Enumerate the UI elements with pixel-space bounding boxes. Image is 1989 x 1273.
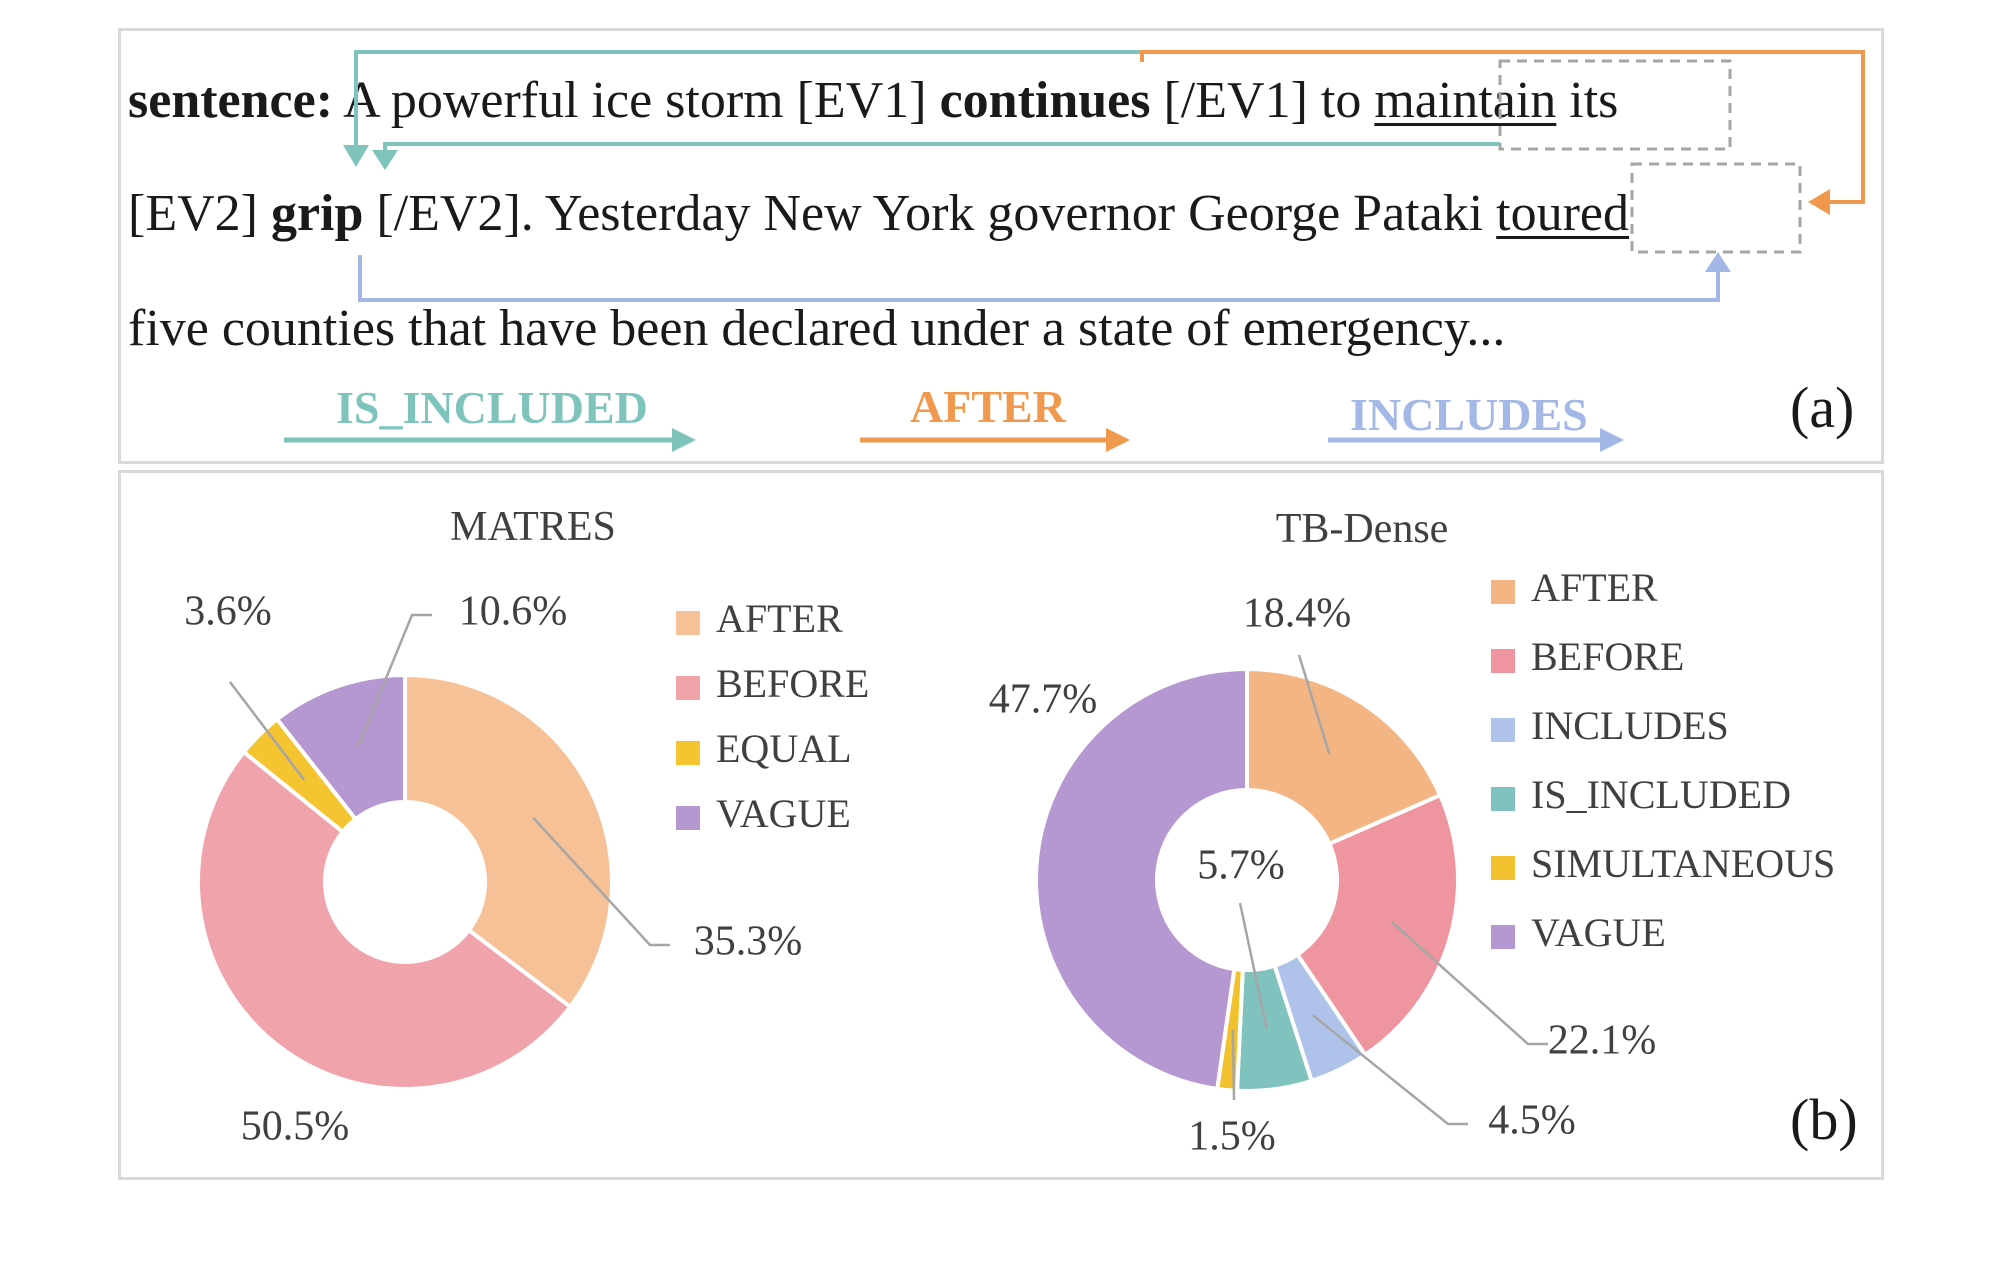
legend-label: AFTER — [716, 596, 843, 641]
legend-label: EQUAL — [716, 726, 852, 771]
leader-line — [1390, 920, 1548, 1046]
donut-slices — [1034, 666, 1460, 1094]
sentence-text: [/EV2]. Yesterday New York governor Geor… — [363, 185, 1497, 242]
data-label: 5.7% — [1197, 843, 1285, 889]
sentence-text: [/EV1] to — [1150, 72, 1375, 129]
data-label: 1.5% — [1188, 1114, 1276, 1160]
chart-title: MATRES — [450, 504, 616, 550]
leader-line — [532, 817, 670, 947]
donut-slice-before — [1294, 792, 1460, 1058]
legend-label: BEFORE — [1531, 634, 1684, 679]
data-label: 18.4% — [1243, 591, 1352, 637]
legend-swatch — [1491, 580, 1515, 604]
leader-line — [1238, 902, 1269, 1030]
legend-label: INCLUDES — [1531, 703, 1729, 748]
data-label: 10.6% — [459, 589, 568, 635]
leader-line — [1312, 1014, 1468, 1126]
event-1-trigger: continues — [939, 72, 1151, 129]
data-label: 22.1% — [1548, 1018, 1657, 1064]
legend-swatch — [676, 806, 700, 830]
panel-b-label: (b) — [1790, 1087, 1858, 1152]
sentence-text: A powerful ice storm [EV1] — [333, 72, 940, 129]
chart-tb-dense: TB-Dense 18.4% 22.1% 4.5% 5.7% 1.5% 47.7% AFT… — [989, 506, 1836, 1160]
donut-slice-before — [196, 749, 573, 1091]
arrowhead-icon — [372, 150, 398, 170]
leader-lines — [1231, 654, 1548, 1126]
legend-swatch — [1491, 649, 1515, 673]
is-included-arrow-1 — [354, 50, 1142, 145]
leader-line — [1297, 654, 1331, 755]
legend: AFTER BEFORE INCLUDES IS_INCLUDED SIMULTANEO… — [1491, 565, 1835, 955]
donut-slice-after — [403, 672, 614, 1010]
arrowhead-icon — [672, 428, 696, 452]
sentence-prefix: sentence: — [128, 72, 334, 129]
toured-dashed-box — [1630, 162, 1802, 254]
leader-line — [356, 613, 432, 747]
data-label: 35.3% — [694, 919, 803, 965]
data-label: 4.5% — [1488, 1098, 1576, 1144]
sentence-text: [EV2] — [128, 185, 271, 242]
data-label: 47.7% — [989, 677, 1098, 723]
panel-a — [118, 28, 1884, 464]
panel-a-label: (a) — [1790, 375, 1855, 440]
event-toured: toured — [1496, 185, 1630, 242]
data-labels: 18.4% 22.1% 4.5% 5.7% 1.5% 47.7% — [989, 591, 1657, 1160]
relation-label-after: AFTER — [910, 381, 1066, 432]
legend-swatch — [676, 611, 700, 635]
legend-swatch — [676, 676, 700, 700]
relation-label-is-included: IS_INCLUDED — [336, 382, 648, 433]
sentence-text: its — [1556, 72, 1619, 129]
data-label: 50.5% — [241, 1104, 350, 1150]
maintain-dashed-box — [1498, 59, 1732, 151]
legend-label: AFTER — [1531, 565, 1658, 610]
leader-line — [229, 681, 306, 781]
arrowhead-icon — [1600, 428, 1624, 452]
leader-lines — [229, 613, 670, 947]
relation-label-includes: INCLUDES — [1350, 389, 1588, 440]
data-labels: 35.3% 50.5% 3.6% 10.6% — [184, 589, 802, 1150]
legend-label: IS_INCLUDED — [1531, 772, 1791, 817]
legend-swatch — [1491, 925, 1515, 949]
arrowhead-icon — [1705, 252, 1731, 272]
donut-slices — [196, 672, 614, 1091]
chart-matres: MATRES 35.3% 50.5% 3.6% 10.6% AFTER BEFORE EQ… — [184, 504, 869, 1150]
sentence-line-2: [EV2] grip [/EV2]. Yesterday New York go… — [128, 188, 1629, 240]
legend: AFTER BEFORE EQUAL VAGUE — [676, 596, 869, 836]
arrowhead-icon — [1106, 428, 1130, 452]
after-arrow — [1140, 50, 1865, 204]
event-maintain: maintain — [1374, 72, 1557, 129]
is-included-arrow-2 — [383, 142, 1500, 152]
includes-arrow — [358, 255, 1720, 302]
legend-label: VAGUE — [716, 791, 851, 836]
leader-line — [1231, 1029, 1236, 1101]
sentence-line-3: five counties that have been declared un… — [128, 300, 1506, 357]
legend-swatch — [1491, 856, 1515, 880]
sentence-line-1: sentence: A powerful ice storm [EV1] con… — [128, 75, 1618, 127]
legend-label: BEFORE — [716, 661, 869, 706]
legend-swatch — [1491, 718, 1515, 742]
chart-title: TB-Dense — [1276, 506, 1449, 552]
legend-swatch — [1491, 787, 1515, 811]
data-label: 3.6% — [184, 589, 272, 635]
legend-swatch — [676, 741, 700, 765]
event-2-trigger: grip — [270, 185, 364, 242]
donut-slice-after — [1245, 666, 1443, 847]
arrowhead-icon — [343, 145, 369, 167]
donut-slice-vague — [1034, 666, 1249, 1092]
legend-label: VAGUE — [1531, 910, 1666, 955]
arrowhead-icon — [1808, 189, 1830, 215]
legend-label: SIMULTANEOUS — [1531, 841, 1835, 886]
